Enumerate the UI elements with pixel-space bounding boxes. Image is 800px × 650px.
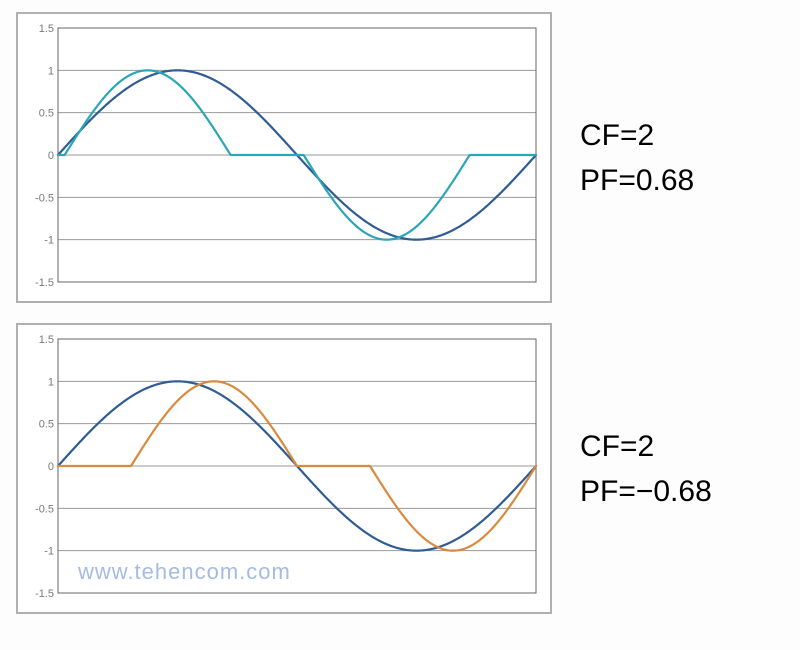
svg-text:0: 0 xyxy=(48,461,54,473)
page-root: { "charts": [ { "type": "line", "width_p… xyxy=(0,0,800,650)
chart-row-1: -1.5 -1 -0.5 0 0.5 1 1.5 CF=2 PF=0.68 xyxy=(16,12,784,303)
svg-text:-0.5: -0.5 xyxy=(35,192,54,204)
chart-frame-1: -1.5 -1 -0.5 0 0.5 1 1.5 xyxy=(16,12,552,303)
chart-row-2: -1.5 -1 -0.5 0 0.5 1 1.5 www.tehencom.com CF=2 … xyxy=(16,323,784,614)
chart-frame-2: -1.5 -1 -0.5 0 0.5 1 1.5 www.tehencom.com xyxy=(16,323,552,614)
cf-label-2: CF=2 xyxy=(580,424,712,469)
cf-label-1: CF=2 xyxy=(580,113,694,158)
chart-labels-2: CF=2 PF=−0.68 xyxy=(580,424,712,514)
svg-text:1.5: 1.5 xyxy=(39,334,54,346)
chart-svg-1: -1.5 -1 -0.5 0 0.5 1 1.5 xyxy=(24,20,544,290)
chart-labels-1: CF=2 PF=0.68 xyxy=(580,113,694,203)
svg-text:1: 1 xyxy=(48,376,54,388)
pf-label-2: PF=−0.68 xyxy=(580,469,712,514)
svg-text:1: 1 xyxy=(48,65,54,77)
svg-text:1.5: 1.5 xyxy=(39,23,54,35)
svg-text:www.tehencom.com: www.tehencom.com xyxy=(77,559,291,584)
svg-text:0.5: 0.5 xyxy=(39,108,54,120)
pf-label-1: PF=0.68 xyxy=(580,158,694,203)
svg-text:-1: -1 xyxy=(44,235,54,247)
svg-text:-1.5: -1.5 xyxy=(35,588,54,600)
svg-text:-1: -1 xyxy=(44,546,54,558)
chart-svg-2: -1.5 -1 -0.5 0 0.5 1 1.5 www.tehencom.com xyxy=(24,331,544,601)
svg-text:0: 0 xyxy=(48,150,54,162)
svg-text:0.5: 0.5 xyxy=(39,419,54,431)
svg-text:-0.5: -0.5 xyxy=(35,503,54,515)
svg-text:-1.5: -1.5 xyxy=(35,277,54,289)
